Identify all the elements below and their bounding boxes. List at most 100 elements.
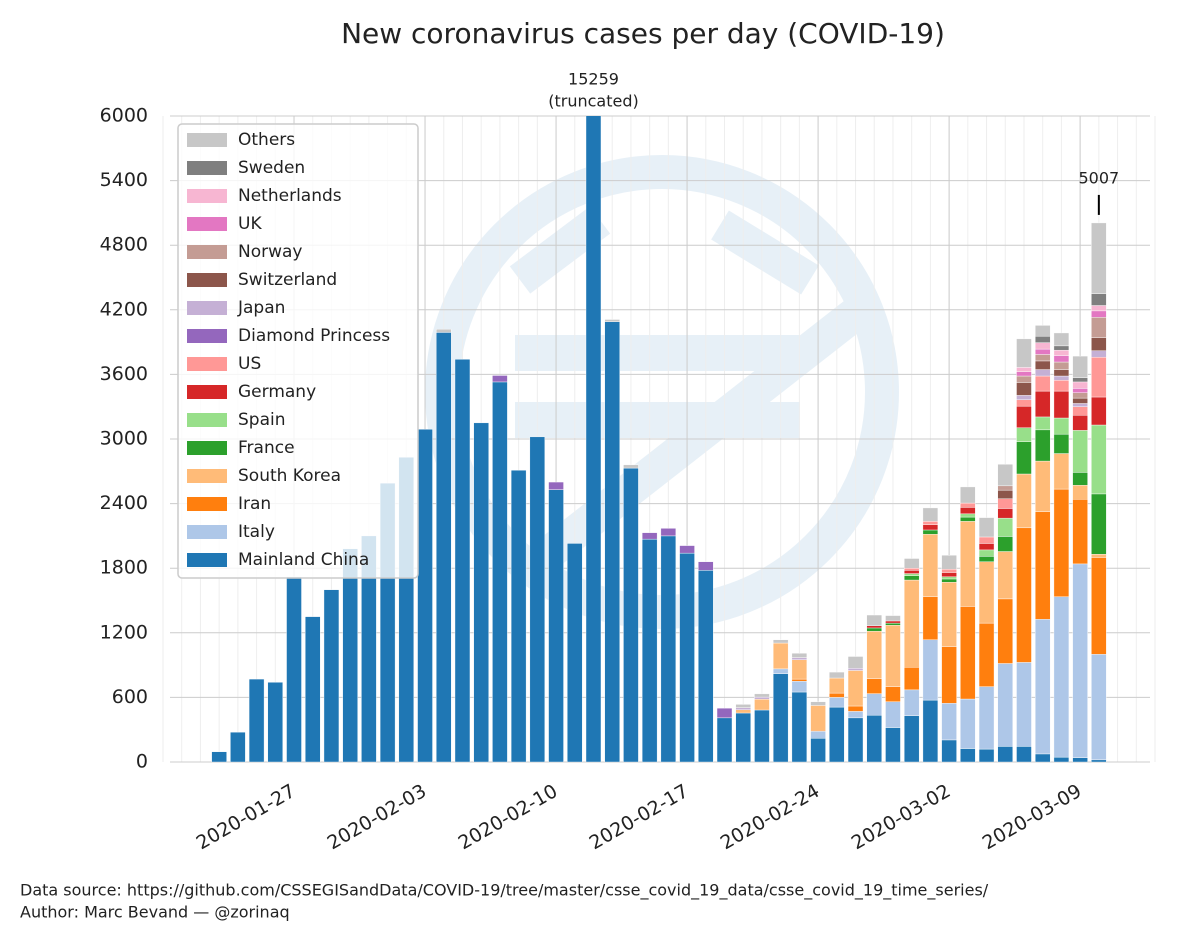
bar-segment bbox=[660, 535, 677, 762]
chart-title: New coronavirus cases per day (COVID-19) bbox=[341, 17, 945, 50]
bar-segment bbox=[1016, 399, 1032, 407]
x-tick-label: 2020-01-27 bbox=[193, 780, 300, 854]
bar-segment bbox=[1053, 488, 1070, 597]
bar-segment bbox=[1035, 375, 1051, 392]
bar-segment bbox=[1053, 349, 1070, 356]
x-tick-label: 2020-02-10 bbox=[455, 780, 562, 854]
bar-segment bbox=[1091, 654, 1107, 761]
bar-segment bbox=[1091, 293, 1107, 306]
bar-segment bbox=[230, 731, 246, 762]
bar-segment bbox=[978, 536, 995, 544]
bar-segment bbox=[903, 573, 920, 576]
legend-label: South Korea bbox=[238, 466, 341, 486]
bar-segment bbox=[885, 620, 901, 624]
legend-label: Switzerland bbox=[238, 270, 337, 290]
truncated-note: (truncated) bbox=[548, 92, 639, 111]
y-tick-label: 1800 bbox=[100, 557, 148, 579]
bar-segment bbox=[1072, 430, 1088, 473]
bar-segment bbox=[1035, 325, 1051, 337]
bar-segment bbox=[248, 678, 265, 762]
bar-segment bbox=[922, 639, 939, 701]
bar-segment bbox=[305, 616, 321, 762]
bar-segment bbox=[436, 332, 452, 762]
bar-segment bbox=[1035, 753, 1051, 762]
legend-box bbox=[177, 123, 419, 579]
x-tick-label: 2020-03-09 bbox=[979, 780, 1086, 854]
bar-segment bbox=[1016, 473, 1032, 529]
bar-segment bbox=[660, 528, 677, 537]
bar-segment bbox=[978, 686, 995, 750]
bar-segment bbox=[1091, 337, 1107, 351]
bar-segment bbox=[492, 375, 508, 383]
bar-segment bbox=[1035, 511, 1051, 620]
legend-swatch bbox=[187, 245, 227, 259]
legend-label: Germany bbox=[238, 382, 316, 402]
bar-segment bbox=[716, 707, 733, 719]
bar-segment bbox=[829, 671, 845, 679]
bar-segment bbox=[791, 678, 808, 682]
bar-segment bbox=[1091, 554, 1107, 558]
bar-segment bbox=[698, 561, 714, 571]
bar-segment bbox=[1091, 350, 1107, 358]
bar-segment bbox=[1053, 756, 1070, 762]
legend-label: Diamond Princess bbox=[238, 326, 390, 346]
bar-segment bbox=[960, 502, 976, 508]
bar-segment bbox=[623, 464, 639, 469]
bar-segment bbox=[847, 717, 864, 762]
bar-segment bbox=[1072, 757, 1088, 762]
bar-segment bbox=[342, 548, 358, 762]
legend-label: France bbox=[238, 438, 295, 458]
bar-segment bbox=[1016, 662, 1032, 747]
bar-segment bbox=[847, 705, 864, 712]
bar-segment bbox=[1016, 441, 1032, 475]
bar-segment bbox=[1053, 433, 1070, 454]
bar-segment bbox=[1035, 619, 1051, 755]
bar-segment bbox=[754, 709, 770, 762]
bar-segment bbox=[885, 701, 901, 728]
bar-segment bbox=[847, 670, 864, 707]
y-tick-label: 1200 bbox=[100, 621, 148, 643]
legend-label: Iran bbox=[238, 494, 271, 514]
legend-swatch bbox=[187, 525, 227, 539]
bar-segment bbox=[997, 551, 1013, 600]
bar-segment bbox=[1016, 375, 1032, 383]
bar-segment bbox=[941, 739, 957, 762]
bar-segment bbox=[641, 538, 658, 762]
bar-segment bbox=[1072, 563, 1088, 758]
legend-swatch bbox=[187, 273, 227, 287]
bar-segment bbox=[960, 698, 976, 749]
bar-segment bbox=[997, 517, 1013, 537]
bar-segment bbox=[679, 552, 695, 762]
bar-segment bbox=[1072, 381, 1088, 389]
bar-segment bbox=[997, 464, 1013, 487]
bar-segment bbox=[903, 568, 920, 571]
bar-segment bbox=[903, 689, 920, 716]
y-tick-label: 2400 bbox=[100, 492, 148, 514]
bar-segment bbox=[754, 693, 770, 698]
legend-label: Mainland China bbox=[238, 550, 369, 570]
bar-segment bbox=[829, 697, 845, 708]
y-tick-label: 4200 bbox=[100, 298, 148, 320]
legend-swatch bbox=[187, 357, 227, 371]
bar-segment bbox=[679, 545, 695, 554]
bar-segment bbox=[604, 321, 620, 762]
bar-segment bbox=[960, 486, 976, 504]
bar-segment bbox=[1072, 499, 1088, 565]
bar-segment bbox=[866, 614, 882, 627]
bar-segment bbox=[1016, 338, 1032, 368]
annotation-label: 5007 bbox=[1078, 168, 1119, 187]
bar-segment bbox=[978, 556, 995, 562]
bar-segment bbox=[1091, 493, 1107, 555]
bar-segment bbox=[941, 703, 957, 741]
bar-segment bbox=[829, 692, 845, 698]
bar-segment bbox=[1016, 427, 1032, 442]
bar-segment bbox=[922, 529, 939, 535]
bar-segment bbox=[960, 748, 976, 762]
bar-segment bbox=[1035, 460, 1051, 512]
y-tick-label: 0 bbox=[136, 751, 148, 773]
bar-segment bbox=[1016, 382, 1032, 396]
bar-segment bbox=[978, 549, 995, 557]
legend-label: Netherlands bbox=[238, 186, 342, 206]
bar-segment bbox=[941, 572, 957, 578]
y-tick-label: 5400 bbox=[100, 169, 148, 191]
